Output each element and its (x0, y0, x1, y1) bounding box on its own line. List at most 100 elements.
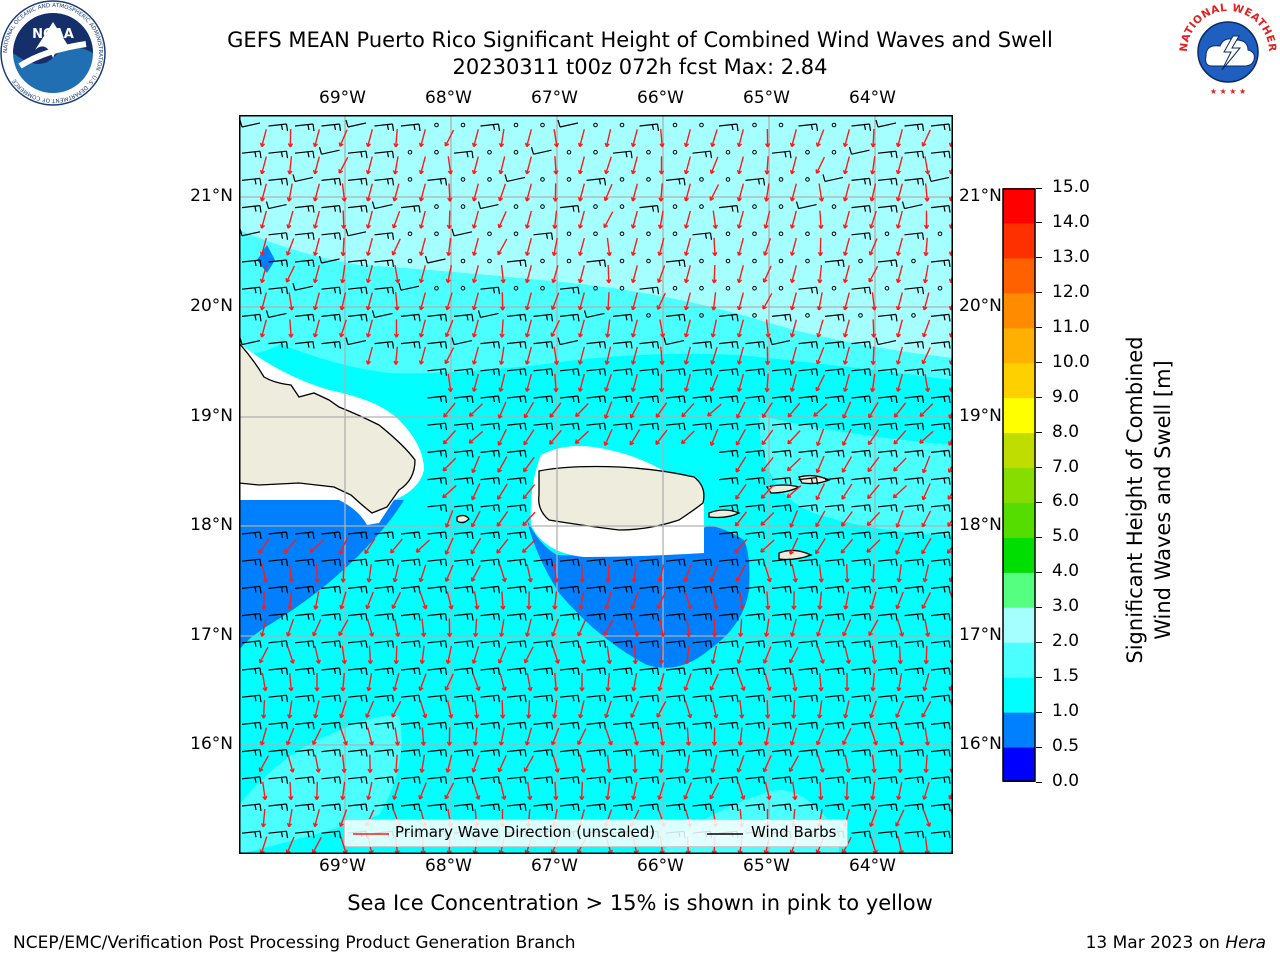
wave-direction-arrow (897, 645, 903, 665)
wave-direction-arrow (659, 727, 666, 746)
wave-direction-arrow (685, 618, 692, 637)
wave-direction-arrow (630, 129, 639, 148)
wave-direction-arrow (393, 346, 399, 365)
wave-direction-arrow (895, 373, 904, 392)
wind-barb (851, 776, 872, 784)
colorbar-segment (1003, 537, 1035, 573)
wind-barb (612, 694, 633, 703)
wind-barb (639, 368, 660, 376)
wind-barb (639, 422, 660, 431)
wind-barb (453, 150, 474, 159)
wave-direction-arrow (498, 373, 506, 393)
wind-barb (268, 803, 289, 812)
wind-barb (851, 449, 872, 458)
wind-barb (612, 150, 633, 159)
wind-barb (294, 531, 315, 540)
wave-direction-arrow (312, 210, 321, 229)
colorbar-tick-mark (1036, 501, 1042, 503)
wave-direction-arrow (764, 156, 770, 175)
wave-direction-arrow (603, 401, 613, 419)
wind-barb (294, 585, 315, 594)
wave-direction-arrow (499, 673, 507, 692)
wave-direction-arrow (658, 156, 665, 175)
wind-barb (824, 313, 845, 322)
wind-barb (294, 830, 315, 839)
wind-barb (321, 531, 342, 540)
wave-direction-arrow (314, 754, 321, 773)
map-frame (239, 115, 953, 854)
wind-calm-circle (513, 285, 519, 291)
wind-barb (557, 119, 579, 128)
colorbar-title-line-1: Significant Height of Combined (1123, 336, 1147, 664)
wave-direction-arrow (737, 673, 746, 692)
wave-direction-arrow (788, 755, 799, 773)
wave-direction-arrow (471, 645, 480, 664)
wind-barb (824, 721, 845, 730)
wind-calm-circle (593, 204, 598, 209)
wave-direction-arrow (471, 156, 480, 175)
wind-barb (771, 449, 792, 458)
wave-direction-arrow (765, 319, 771, 338)
wave-direction-arrow (471, 373, 480, 392)
wave-direction-arrow (446, 727, 453, 746)
wave-direction-arrow (446, 618, 453, 637)
wave-direction-arrow (895, 210, 904, 229)
wind-barb (321, 232, 342, 240)
wave-direction-arrow (341, 754, 347, 773)
wind-barb (345, 228, 367, 237)
wave-direction-arrow (893, 457, 907, 472)
wave-direction-arrow (789, 265, 798, 284)
wave-direction-arrow (818, 781, 824, 801)
wave-direction-arrow (367, 754, 373, 773)
wave-direction-arrow (842, 292, 851, 311)
wave-direction-arrow (844, 754, 851, 773)
wave-direction-arrow (681, 402, 695, 418)
wind-barb (321, 776, 342, 784)
wind-barb (586, 177, 607, 186)
wind-barb (533, 395, 554, 404)
wind-barb (400, 776, 421, 784)
wave-direction-arrow (870, 156, 876, 175)
wave-direction-arrow (815, 537, 826, 555)
wave-direction-arrow (418, 210, 427, 229)
wind-barb (665, 667, 686, 676)
wave-direction-arrow (815, 727, 825, 746)
wave-direction-arrow (895, 510, 904, 528)
wave-direction-arrow (420, 618, 427, 637)
wind-barb (771, 368, 792, 376)
wind-barb (930, 558, 951, 567)
wave-direction-arrow (817, 700, 823, 719)
wave-direction-arrow (892, 484, 908, 499)
wind-calm-circle (725, 285, 731, 291)
wave-direction-arrow (391, 592, 402, 610)
wave-direction-arrow (312, 728, 322, 746)
wind-barb (824, 477, 845, 485)
wind-calm-circle (566, 149, 572, 155)
wave-direction-arrow (842, 619, 852, 637)
wind-barb (851, 232, 872, 240)
wind-barb (930, 640, 951, 648)
colorbar-tick-mark (1036, 676, 1042, 678)
wave-direction-arrow (735, 456, 747, 473)
wave-direction-arrow (258, 646, 269, 664)
wind-barb (745, 749, 766, 757)
wave-direction-arrow (630, 346, 639, 365)
wind-barb (851, 667, 872, 676)
wind-barb (559, 721, 580, 730)
wind-barb (427, 395, 448, 404)
wind-calm-circle (566, 258, 572, 264)
colorbar-tick-label: 12.0 (1052, 281, 1090, 302)
wind-calm-circle (699, 313, 704, 318)
wind-calm-circle (752, 204, 757, 209)
wind-barb (718, 341, 739, 349)
wave-direction-arrow (606, 645, 612, 665)
wind-barb (798, 395, 819, 404)
wind-barb (294, 313, 315, 322)
wind-calm-circle (593, 122, 598, 128)
wave-direction-arrow (711, 591, 719, 610)
land-mona (456, 514, 470, 524)
wind-barb (665, 640, 686, 648)
wind-barb (506, 313, 527, 322)
wind-barb (400, 667, 421, 676)
lat-label-right: 17°N (959, 625, 1002, 645)
